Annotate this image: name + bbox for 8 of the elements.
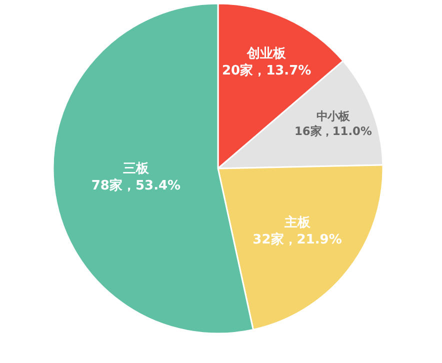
slice-label: 主板 — [283, 214, 312, 230]
data-label: 16家，11.0% — [294, 124, 372, 138]
slice-label: 中小板 — [316, 109, 351, 124]
data-label: 20家，13.7% — [222, 62, 312, 79]
slice-label: 创业板 — [246, 46, 288, 62]
slice-label: 三板 — [122, 161, 150, 176]
data-label: 32家，21.9% — [252, 231, 342, 248]
data-label: 78家，53.4% — [91, 177, 181, 194]
